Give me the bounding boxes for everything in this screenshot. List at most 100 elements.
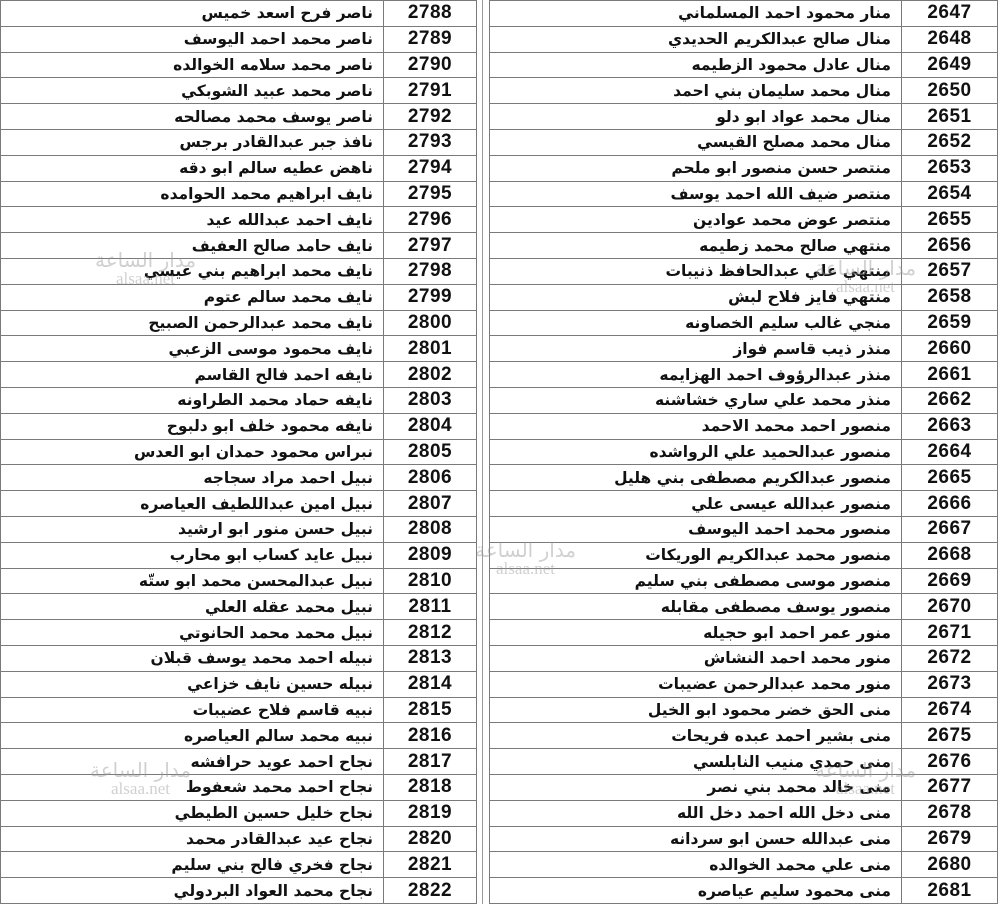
table-row: ناصر يوسف محمد مصالحه 2792: [0, 103, 477, 130]
row-number: 2815: [383, 696, 477, 724]
person-name: نايفه احمد فالح القاسم: [0, 361, 384, 388]
person-name: نايف محمد عبدالرحمن الصبيح: [0, 309, 384, 337]
person-name: منصور محمد احمد اليوسف: [489, 515, 902, 543]
row-number: 2669: [901, 567, 998, 595]
person-name: منى دخل الله احمد دخل الله: [489, 799, 902, 827]
person-name: نايف محمد سالم عتوم: [0, 283, 384, 311]
row-number: 2789: [383, 25, 477, 53]
names-table-right: منار محمود احمد المسلماني 2647 منال صالح ع…: [489, 0, 998, 904]
row-number: 2818: [383, 773, 477, 801]
person-name: نجاح محمد العواد البردولي: [0, 877, 384, 904]
table-row: ناصر محمد احمد اليوسف 2789: [0, 25, 477, 53]
table-row: نبيل حسن منور ابو ارشيد 2808: [0, 515, 477, 543]
row-number: 2791: [383, 77, 477, 105]
person-name: منى الحق خضر محمود ابو الخيل: [489, 696, 902, 724]
row-number: 2673: [901, 670, 998, 698]
table-row: نبيل عبدالمحسن محمد ابو ستّه 2810: [0, 567, 477, 595]
table-row: نجاح محمد العواد البردولي 2822: [0, 877, 477, 904]
person-name: منذر محمد علي ساري خشاشنه: [489, 386, 902, 414]
row-number: 2795: [383, 180, 477, 208]
person-name: نبيله احمد محمد يوسف قبلان: [0, 644, 384, 672]
table-row: منى دخل الله احمد دخل الله 2678: [489, 799, 998, 827]
row-number: 2794: [383, 154, 477, 182]
row-number: 2671: [901, 619, 998, 646]
person-name: نايفه محمود خلف ابو دلبوح: [0, 412, 384, 440]
row-number: 2656: [901, 232, 998, 259]
row-number: 2655: [901, 206, 998, 234]
table-row: نجاح احمد محمد شعفوط 2818: [0, 773, 477, 801]
row-number: 2822: [383, 877, 477, 904]
table-row: منتهي علي عبدالحافظ ذنيبات 2657: [489, 257, 998, 285]
table-row: ناصر محمد عبيد الشوبكي 2791: [0, 77, 477, 105]
table-row: نايف محمد ابراهيم بني عيسي 2798: [0, 257, 477, 285]
person-name: نايف ابراهيم محمد الحوامده: [0, 180, 384, 208]
row-number: 2817: [383, 748, 477, 775]
person-name: منال محمد سليمان بني احمد: [489, 77, 902, 105]
person-name: منى بشير احمد عبده فريحات: [489, 722, 902, 750]
person-name: نايف حامد صالح العفيف: [0, 232, 384, 259]
table-row: منصور عبدالكريم مصطفى بني هليل 2665: [489, 464, 998, 492]
table-row: منصور محمد عبدالكريم الوريكات 2668: [489, 541, 998, 569]
row-number: 2820: [383, 825, 477, 853]
table-row: منتهي فايز فلاح لبش 2658: [489, 283, 998, 311]
row-number: 2659: [901, 309, 998, 337]
person-name: منصور يوسف مصطفى مقابله: [489, 593, 902, 621]
row-number: 2666: [901, 490, 998, 517]
person-name: منور محمد عبدالرحمن عضيبات: [489, 670, 902, 698]
row-number: 2806: [383, 464, 477, 492]
person-name: نايف احمد عبدالله عيد: [0, 206, 384, 234]
row-number: 2652: [901, 128, 998, 156]
table-row: منتهي صالح محمد زطيمه 2656: [489, 232, 998, 259]
row-number: 2811: [383, 593, 477, 621]
person-name: ناصر فرح اسعد خميس: [0, 0, 384, 27]
row-number: 2804: [383, 412, 477, 440]
row-number: 2681: [901, 877, 998, 904]
person-name: ناصر يوسف محمد مصالحه: [0, 103, 384, 130]
person-name: منتصر عوض محمد عوادين: [489, 206, 902, 234]
person-name: نبيل عايد كساب ابو محارب: [0, 541, 384, 569]
table-row: ناصر محمد سلامه الخوالده 2790: [0, 51, 477, 79]
row-number: 2798: [383, 257, 477, 285]
table-row: نجاح عيد عبدالقادر محمد 2820: [0, 825, 477, 853]
row-number: 2649: [901, 51, 998, 79]
table-row: منور عمر احمد ابو حجيله 2671: [489, 619, 998, 646]
table-row: منصور عبدالله عيسى علي 2666: [489, 490, 998, 517]
person-name: نايف محمد ابراهيم بني عيسي: [0, 257, 384, 285]
person-name: نبيل عبدالمحسن محمد ابو ستّه: [0, 567, 384, 595]
table-row: نايف حامد صالح العفيف 2797: [0, 232, 477, 259]
table-row: منتصر عوض محمد عوادين 2655: [489, 206, 998, 234]
person-name: منى حمدي منيب النابلسي: [489, 748, 902, 775]
table-row: نجاح احمد عويد حرافشه 2817: [0, 748, 477, 775]
row-number: 2821: [383, 851, 477, 879]
table-row: نبيل عايد كساب ابو محارب 2809: [0, 541, 477, 569]
names-table-left: ناصر فرح اسعد خميس 2788 ناصر محمد احمد الي…: [0, 0, 477, 904]
person-name: نبيل محمد عقله العلي: [0, 593, 384, 621]
table-row: نبراس محمود حمدان ابو العدس 2805: [0, 438, 477, 466]
person-name: منى خالد محمد بني نصر: [489, 773, 902, 801]
table-row: منال محمد مصلح القيسي 2652: [489, 128, 998, 156]
row-number: 2800: [383, 309, 477, 337]
table-row: نايفه احمد فالح القاسم 2802: [0, 361, 477, 388]
table-row: نبيله احمد محمد يوسف قبلان 2813: [0, 644, 477, 672]
row-number: 2668: [901, 541, 998, 569]
person-name: ناصر محمد سلامه الخوالده: [0, 51, 384, 79]
row-number: 2810: [383, 567, 477, 595]
row-number: 2799: [383, 283, 477, 311]
table-row: منصور عبدالحميد علي الرواشده 2664: [489, 438, 998, 466]
row-number: 2661: [901, 361, 998, 388]
person-name: ناصر محمد عبيد الشوبكي: [0, 77, 384, 105]
person-name: منصور عبدالله عيسى علي: [489, 490, 902, 517]
person-name: نبراس محمود حمدان ابو العدس: [0, 438, 384, 466]
person-name: منصور احمد محمد الاحمد: [489, 412, 902, 440]
person-name: ناصر محمد احمد اليوسف: [0, 25, 384, 53]
table-row: نايف محمود موسى الزعبي 2801: [0, 335, 477, 363]
row-number: 2658: [901, 283, 998, 311]
row-number: 2805: [383, 438, 477, 466]
row-number: 2678: [901, 799, 998, 827]
person-name: منى محمود سليم عياصره: [489, 877, 902, 904]
person-name: نبيل حسن منور ابو ارشيد: [0, 515, 384, 543]
table-row: منذر ذيب قاسم فواز 2660: [489, 335, 998, 363]
table-row: نايفه محمود خلف ابو دلبوح 2804: [0, 412, 477, 440]
row-number: 2654: [901, 180, 998, 208]
row-number: 2807: [383, 490, 477, 517]
